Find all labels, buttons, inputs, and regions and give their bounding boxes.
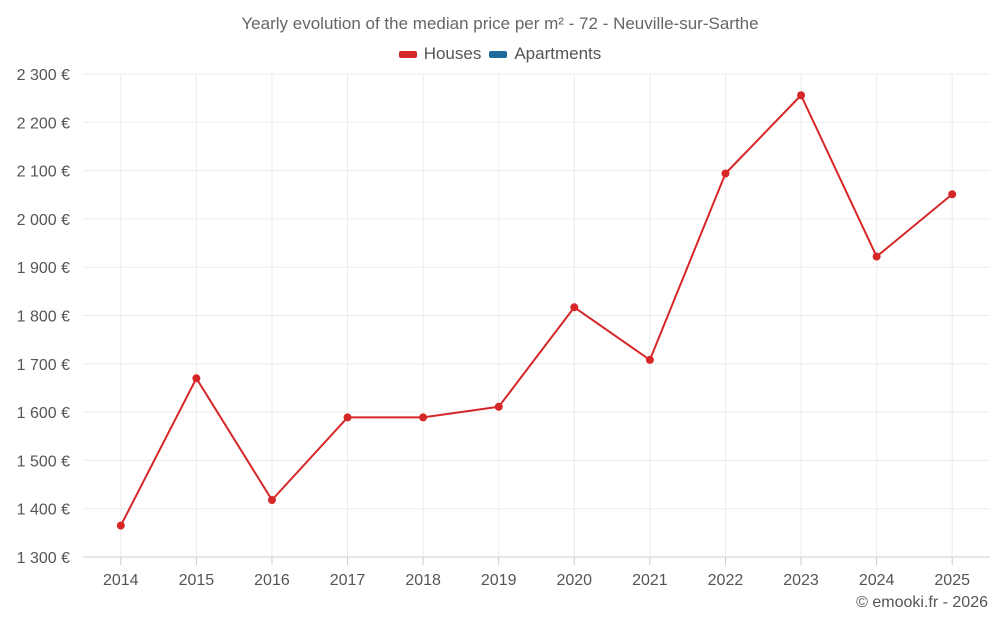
data-point-houses-2016 <box>267 496 276 505</box>
data-point-houses-2021 <box>645 355 654 364</box>
legend-label-houses: Houses <box>423 44 482 63</box>
data-point-houses-2017 <box>343 413 352 422</box>
legend-swatch-apartments <box>489 50 508 58</box>
x-tick-label: 2016 <box>254 572 290 589</box>
y-tick-label: 1 300 € <box>17 550 70 567</box>
legend: Houses Apartments <box>0 44 1000 64</box>
data-point-houses-2014 <box>116 521 125 530</box>
y-tick-label: 2 300 € <box>17 67 70 84</box>
data-point-houses-2018 <box>419 413 428 422</box>
data-point-houses-2019 <box>494 402 503 411</box>
legend-swatch-houses <box>398 50 417 58</box>
legend-item-apartments[interactable]: Apartments <box>489 44 601 64</box>
y-tick-label: 1 900 € <box>17 260 70 277</box>
data-point-houses-2020 <box>570 303 579 312</box>
y-tick-label: 1 600 € <box>17 405 70 422</box>
data-point-houses-2024 <box>872 252 881 261</box>
x-tick-label: 2025 <box>934 572 970 589</box>
y-tick-label: 2 100 € <box>17 164 70 181</box>
legend-item-houses[interactable]: Houses <box>398 44 482 64</box>
chart-title: Yearly evolution of the median price per… <box>241 14 759 33</box>
x-tick-label: 2015 <box>179 572 215 589</box>
x-tick-label: 2023 <box>783 572 819 589</box>
x-tick-label: 2014 <box>103 572 139 589</box>
x-tick-label: 2018 <box>405 572 441 589</box>
y-tick-label: 1 500 € <box>17 453 70 470</box>
axes: 1 300 € 1 400 € 1 500 € 1 600 € 1 700 € 1 800… <box>17 67 970 589</box>
series-line-houses <box>119 94 953 527</box>
x-tick-label: 2022 <box>708 572 744 589</box>
x-tick-label: 2020 <box>556 572 592 589</box>
y-tick-label: 1 800 € <box>17 309 70 326</box>
grid-lines <box>83 73 990 558</box>
series-houses <box>116 91 957 530</box>
data-point-houses-2015 <box>192 374 201 383</box>
data-point-houses-2023 <box>797 91 806 100</box>
data-point-houses-2022 <box>721 169 730 178</box>
x-tick-label: 2017 <box>330 572 366 589</box>
legend-label-apartments: Apartments <box>514 44 602 63</box>
y-tick-label: 1 700 € <box>17 357 70 374</box>
x-tick-label: 2024 <box>859 572 895 589</box>
y-tick-label: 2 200 € <box>17 115 70 132</box>
y-tick-label: 1 400 € <box>17 502 70 519</box>
x-tick-label: 2019 <box>481 572 517 589</box>
y-tick-label: 2 000 € <box>17 212 70 229</box>
credit-text: © emooki.fr - 2026 <box>856 594 988 611</box>
data-point-houses-2025 <box>948 190 957 199</box>
x-tick-label: 2021 <box>632 572 668 589</box>
